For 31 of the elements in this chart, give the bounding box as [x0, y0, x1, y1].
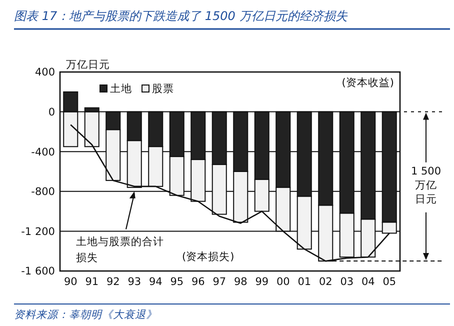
text: 1 500万亿日元	[410, 165, 442, 206]
x-tick-label: 91	[85, 276, 99, 288]
y-axis-title: 万亿日元	[66, 59, 110, 71]
y-tick-label: -800	[31, 186, 55, 198]
legend-label: 股票	[152, 83, 174, 95]
x-tick-label: 01	[298, 276, 312, 288]
x-tick-label: 90	[64, 276, 78, 288]
x-tick-label: 97	[212, 276, 226, 288]
x-tick-label: 96	[191, 276, 206, 288]
x-tick-label: 99	[255, 276, 269, 288]
x-tick-label: 92	[106, 276, 120, 288]
x-tick-label: 00	[276, 276, 290, 288]
x-tick-label: 94	[148, 276, 163, 288]
chart-title: 图表 17：地产与股票的下跌造成了 1500 万亿日元的经济损失	[14, 9, 348, 23]
x-tick-label: 04	[361, 276, 376, 288]
annotation: (资本收益)	[342, 76, 394, 89]
y-tick-label: -1 200	[21, 226, 55, 238]
y-tick-label: -400	[31, 146, 55, 158]
x-tick-label: 98	[234, 276, 248, 288]
annotation: (资本损失)	[182, 250, 234, 264]
y-tick-label: -1 600	[21, 266, 55, 278]
x-tick-label: 02	[318, 276, 332, 288]
y-tick-label: 400	[34, 66, 55, 79]
x-tick-label: 93	[128, 276, 142, 288]
legend-label: 土地	[110, 82, 132, 95]
annotation: 土地与股票的合计损失	[76, 235, 164, 264]
x-tick-label: 03	[340, 276, 354, 288]
x-tick-label: 95	[170, 276, 184, 288]
text: 资料来源：辜朝明《大衰退》	[14, 309, 157, 321]
x-tick-label: 05	[382, 276, 396, 288]
y-tick-label: 0	[48, 106, 55, 118]
